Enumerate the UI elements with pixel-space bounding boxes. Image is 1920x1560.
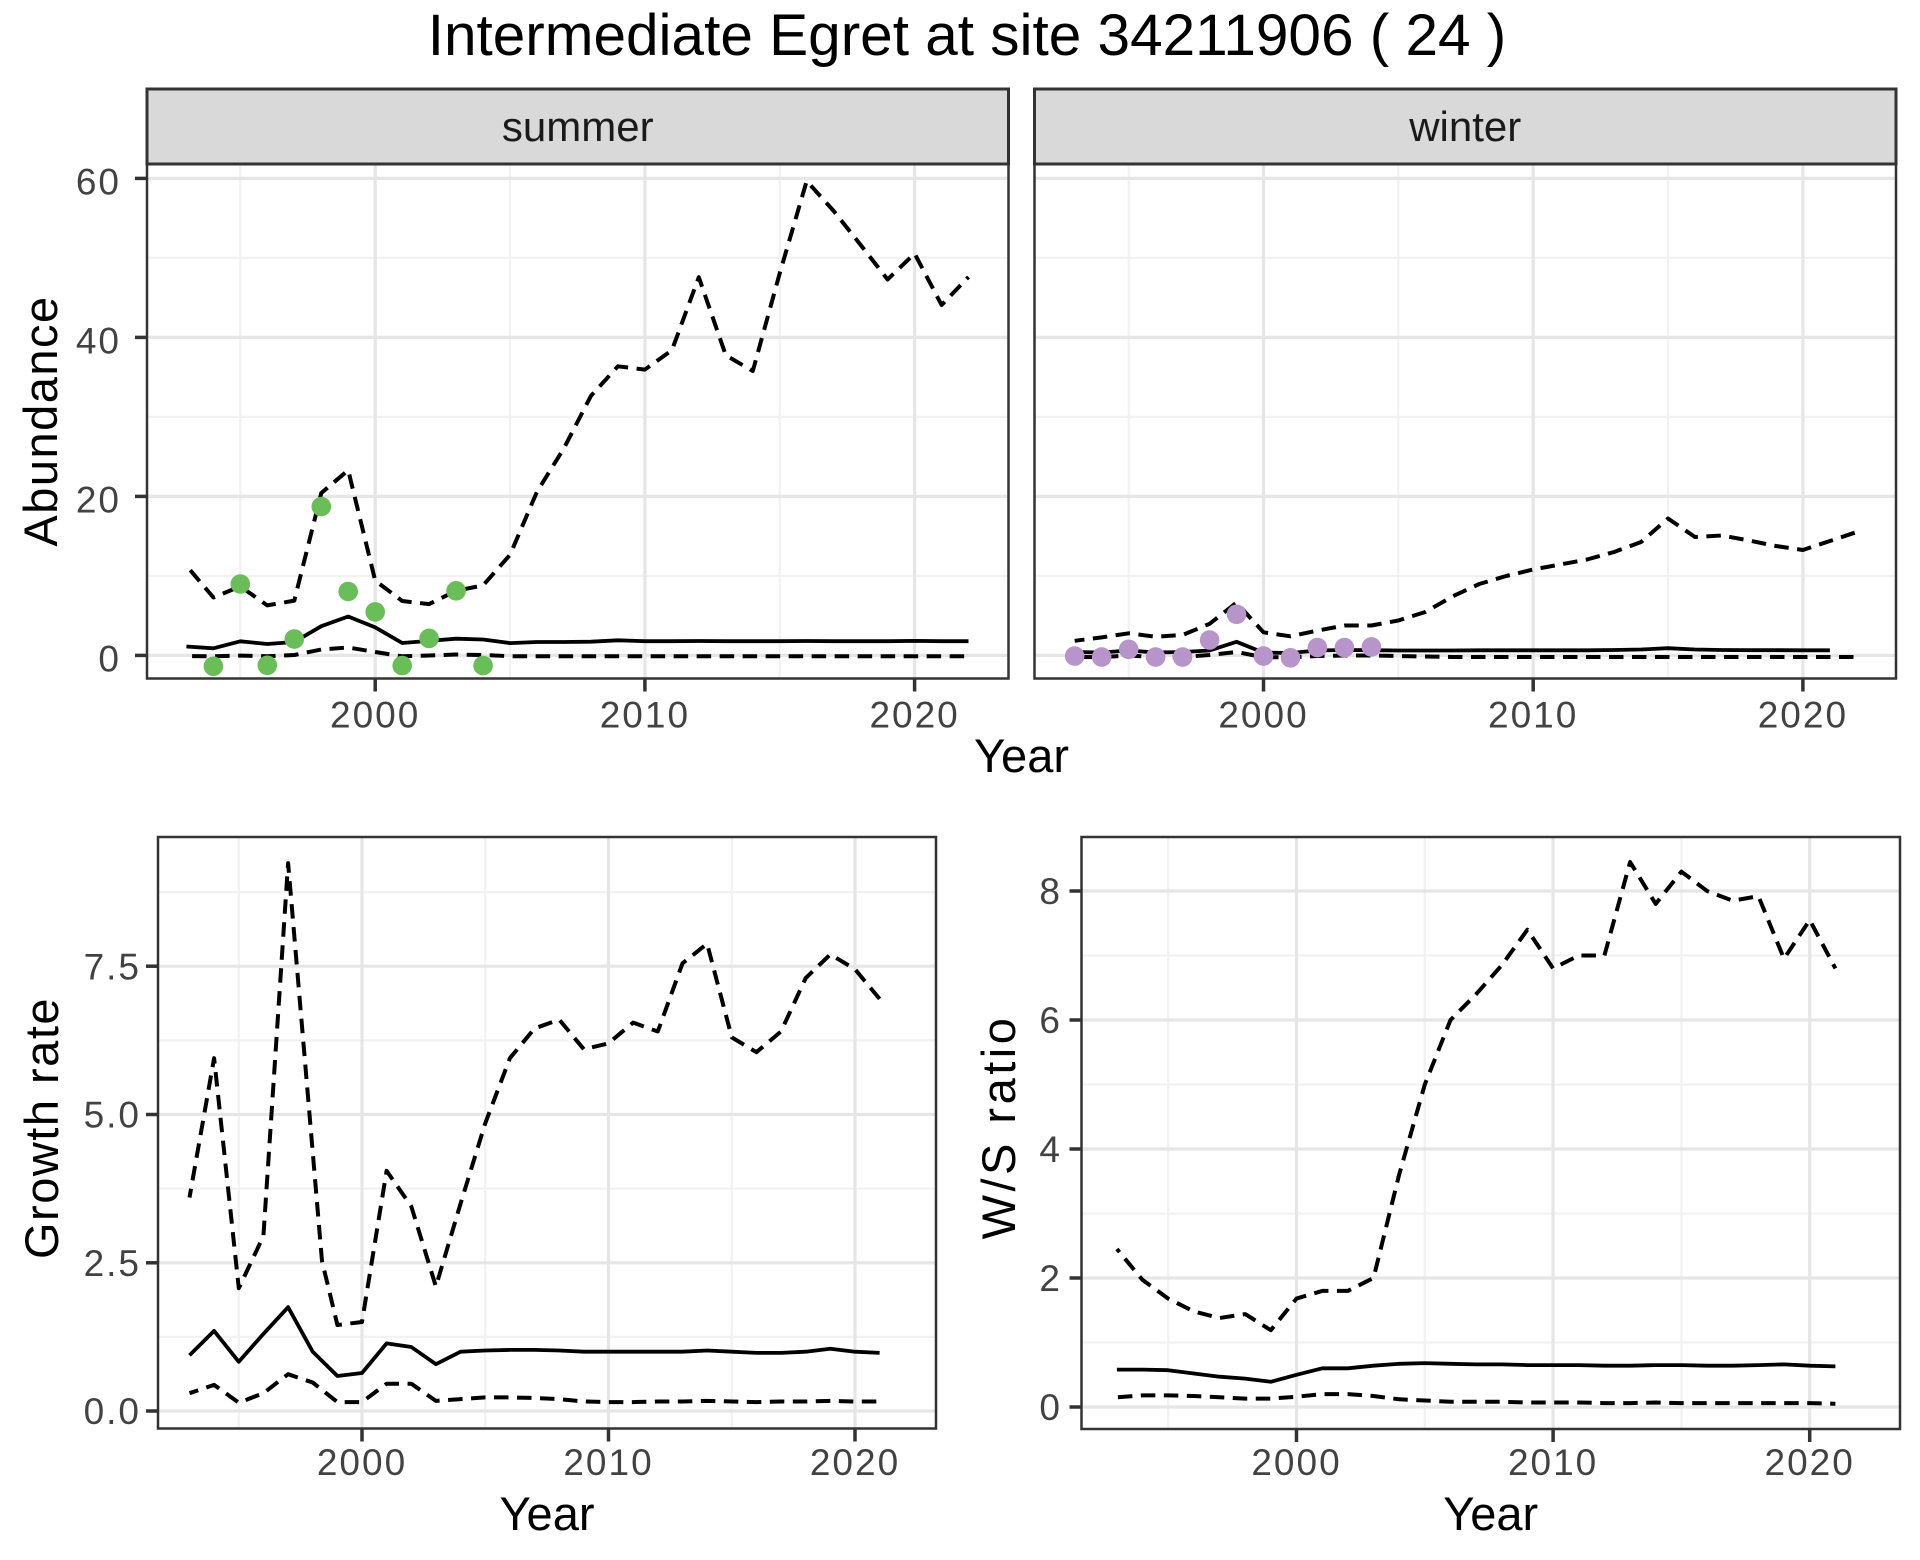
svg-text:W/S ratio: W/S ratio: [972, 1015, 1025, 1240]
svg-text:5.0: 5.0: [84, 1095, 141, 1136]
svg-text:2020: 2020: [810, 1442, 900, 1483]
svg-text:2000: 2000: [330, 695, 420, 736]
svg-text:0: 0: [98, 638, 121, 679]
svg-text:2020: 2020: [1765, 1442, 1855, 1483]
svg-text:0.0: 0.0: [84, 1391, 141, 1432]
svg-text:2000: 2000: [317, 1442, 407, 1483]
svg-text:20: 20: [76, 479, 121, 520]
svg-text:40: 40: [76, 320, 121, 361]
svg-text:Year: Year: [500, 1487, 595, 1540]
svg-text:Year: Year: [1443, 1487, 1538, 1540]
svg-text:2020: 2020: [1758, 695, 1848, 736]
svg-text:Intermediate Egret at site 342: Intermediate Egret at site 34211906 ( 24…: [428, 3, 1507, 68]
svg-text:60: 60: [76, 161, 121, 202]
svg-text:2000: 2000: [1218, 695, 1308, 736]
svg-text:8: 8: [1039, 871, 1062, 912]
svg-text:Year: Year: [974, 729, 1069, 782]
svg-text:2010: 2010: [1488, 695, 1578, 736]
svg-text:2: 2: [1039, 1258, 1062, 1299]
svg-text:0: 0: [1039, 1387, 1062, 1428]
svg-text:7.5: 7.5: [84, 946, 141, 987]
svg-text:summer: summer: [502, 103, 654, 150]
svg-text:2020: 2020: [869, 695, 959, 736]
svg-text:6: 6: [1039, 1000, 1062, 1041]
svg-text:2010: 2010: [600, 695, 690, 736]
svg-text:Growth rate: Growth rate: [15, 997, 68, 1259]
svg-text:winter: winter: [1408, 103, 1521, 150]
svg-text:2010: 2010: [1508, 1442, 1598, 1483]
svg-text:2000: 2000: [1251, 1442, 1341, 1483]
svg-text:2010: 2010: [563, 1442, 653, 1483]
svg-text:4: 4: [1039, 1129, 1062, 1170]
svg-text:2.5: 2.5: [84, 1243, 141, 1284]
svg-text:Abundance: Abundance: [14, 295, 67, 546]
